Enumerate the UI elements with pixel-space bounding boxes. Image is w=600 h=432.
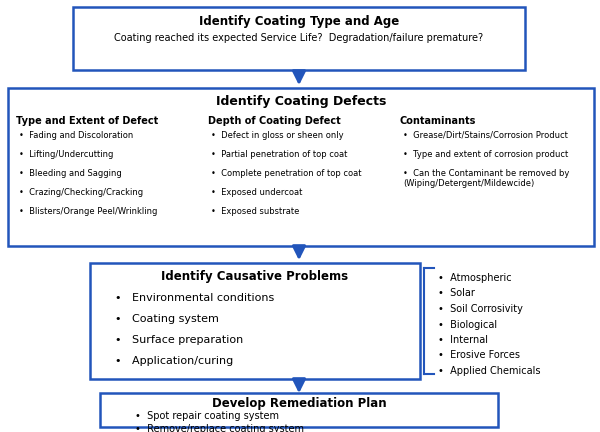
Text: •  Exposed substrate: • Exposed substrate xyxy=(211,207,299,216)
Text: •  Fading and Discoloration: • Fading and Discoloration xyxy=(19,131,133,140)
Text: •  Spot repair coating system: • Spot repair coating system xyxy=(135,411,279,421)
Text: Develop Remediation Plan: Develop Remediation Plan xyxy=(212,397,386,410)
Text: •  Biological: • Biological xyxy=(438,320,497,330)
Bar xyxy=(100,393,498,427)
Text: •  Applied Chemicals: • Applied Chemicals xyxy=(438,366,541,376)
Text: •   Environmental conditions: • Environmental conditions xyxy=(115,293,274,303)
Text: Depth of Coating Defect: Depth of Coating Defect xyxy=(208,116,341,126)
Text: •  Defect in gloss or sheen only: • Defect in gloss or sheen only xyxy=(211,131,344,140)
Text: •  Internal: • Internal xyxy=(438,335,488,345)
Text: •  Remove/replace coating system: • Remove/replace coating system xyxy=(135,424,304,432)
Text: •  Solar: • Solar xyxy=(438,289,475,299)
Text: Contaminants: Contaminants xyxy=(400,116,476,126)
Text: •  Complete penetration of top coat: • Complete penetration of top coat xyxy=(211,169,361,178)
Bar xyxy=(90,263,420,379)
Text: Identify Causative Problems: Identify Causative Problems xyxy=(161,270,349,283)
Text: Coating reached its expected Service Life?  Degradation/failure premature?: Coating reached its expected Service Lif… xyxy=(115,33,484,43)
Text: Identify Coating Type and Age: Identify Coating Type and Age xyxy=(199,15,399,28)
Text: •   Surface preparation: • Surface preparation xyxy=(115,335,243,345)
Text: •  Atmospheric: • Atmospheric xyxy=(438,273,512,283)
Text: •  Blisters/Orange Peel/Wrinkling: • Blisters/Orange Peel/Wrinkling xyxy=(19,207,157,216)
Text: Identify Coating Defects: Identify Coating Defects xyxy=(216,95,386,108)
Text: •  Crazing/Checking/Cracking: • Crazing/Checking/Cracking xyxy=(19,188,143,197)
Bar xyxy=(73,7,525,70)
Text: •  Partial penetration of top coat: • Partial penetration of top coat xyxy=(211,150,347,159)
Text: •   Coating system: • Coating system xyxy=(115,314,219,324)
Text: •  Type and extent of corrosion product: • Type and extent of corrosion product xyxy=(403,150,568,159)
Text: •  Soil Corrosivity: • Soil Corrosivity xyxy=(438,304,523,314)
Text: •  Lifting/Undercutting: • Lifting/Undercutting xyxy=(19,150,113,159)
Text: •  Erosive Forces: • Erosive Forces xyxy=(438,350,520,360)
Text: •  Grease/Dirt/Stains/Corrosion Product: • Grease/Dirt/Stains/Corrosion Product xyxy=(403,131,568,140)
Text: Type and Extent of Defect: Type and Extent of Defect xyxy=(16,116,158,126)
Text: •  Exposed undercoat: • Exposed undercoat xyxy=(211,188,302,197)
Text: •   Application/curing: • Application/curing xyxy=(115,356,233,366)
Text: •  Can the Contaminant be removed by
(Wiping/Detergent/Mildewcide): • Can the Contaminant be removed by (Wip… xyxy=(403,169,569,188)
Bar xyxy=(8,88,594,246)
Text: •  Bleeding and Sagging: • Bleeding and Sagging xyxy=(19,169,122,178)
